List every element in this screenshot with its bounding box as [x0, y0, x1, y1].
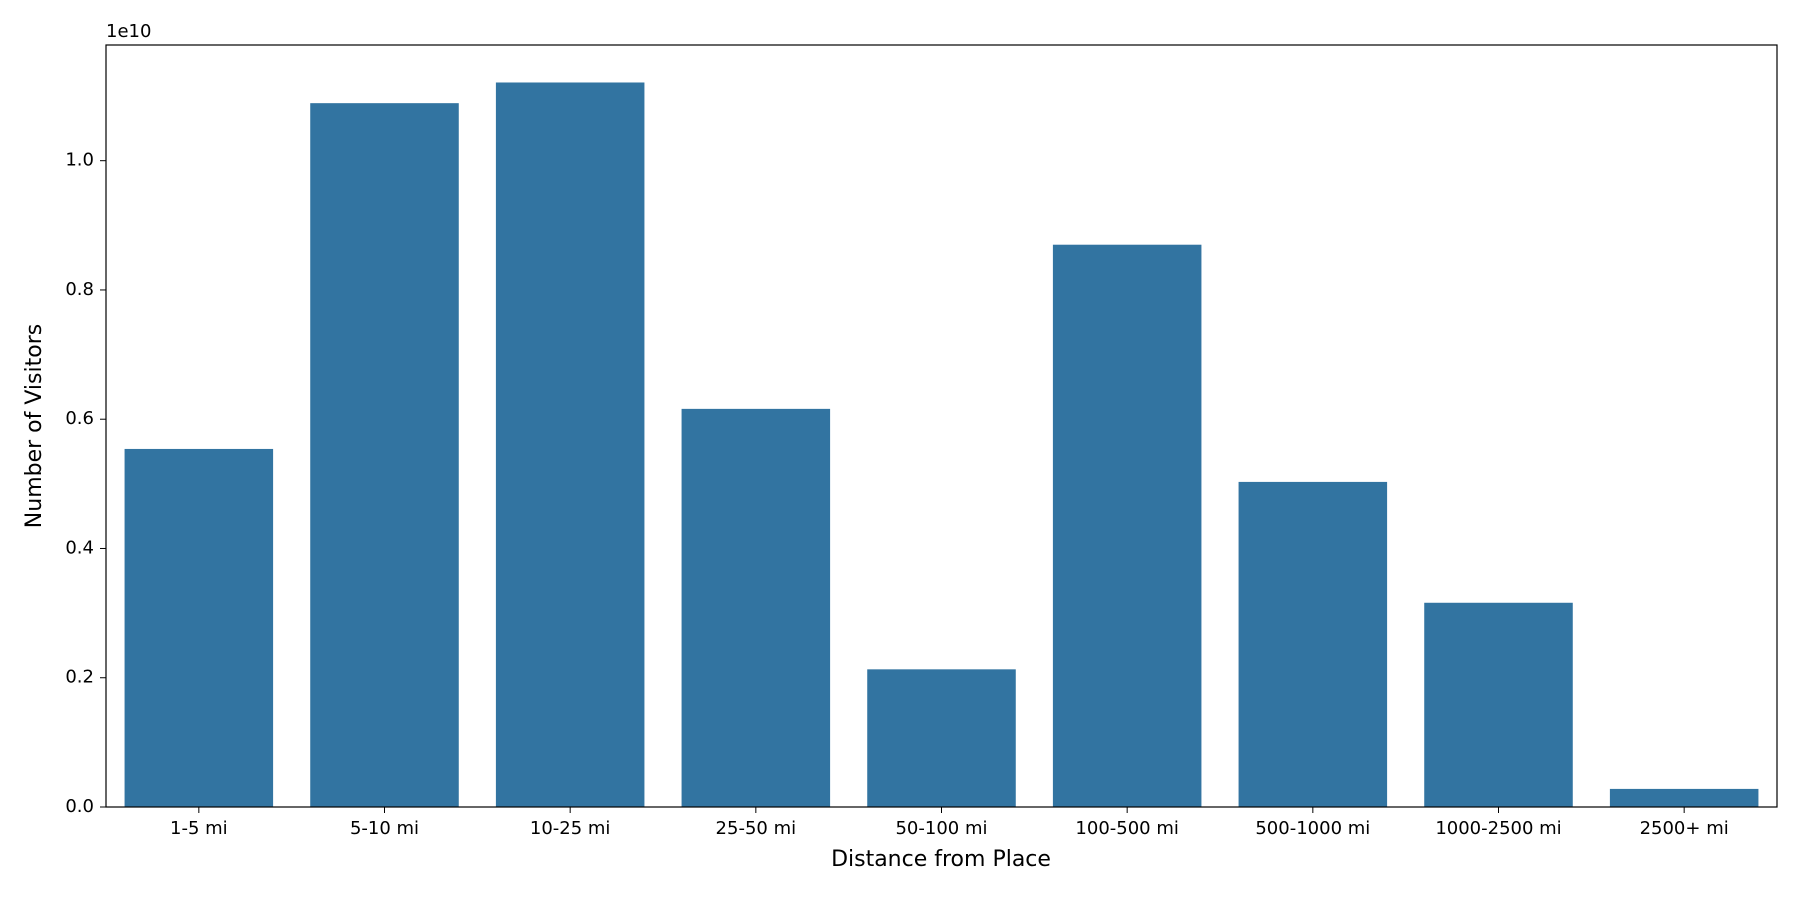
x-tick-label: 50-100 mi — [895, 818, 987, 839]
bar — [495, 82, 645, 807]
y-tick-label: 0.0 — [65, 796, 94, 817]
y-offset-label: 1e10 — [106, 21, 151, 42]
bar — [867, 669, 1016, 807]
x-tick-label: 5-10 mi — [350, 818, 419, 839]
bar — [681, 408, 831, 807]
x-tick-label: 500-1000 mi — [1255, 818, 1370, 839]
bar — [1609, 788, 1759, 807]
x-axis-label: Distance from Place — [831, 847, 1051, 872]
x-tick-label: 25-50 mi — [716, 818, 797, 839]
y-tick-label: 0.2 — [65, 667, 94, 688]
plot-frame — [105, 44, 1778, 808]
y-tick-label: 0.4 — [65, 537, 94, 558]
bar — [310, 103, 459, 807]
x-tick-label: 10-25 mi — [530, 818, 611, 839]
bar — [1424, 602, 1573, 807]
x-tick-label: 2500+ mi — [1640, 818, 1729, 839]
x-tick-label: 1-5 mi — [170, 818, 228, 839]
y-tick-label: 1.0 — [65, 150, 94, 171]
bar — [1238, 481, 1388, 807]
y-tick-label: 0.8 — [65, 279, 94, 300]
bar — [1052, 244, 1202, 807]
x-tick-label: 100-500 mi — [1075, 818, 1178, 839]
x-tick-label: 1000-2500 mi — [1435, 818, 1561, 839]
y-tick-label: 0.6 — [65, 408, 94, 429]
y-axis-label: Number of Visitors — [22, 324, 47, 528]
bar — [124, 448, 274, 807]
